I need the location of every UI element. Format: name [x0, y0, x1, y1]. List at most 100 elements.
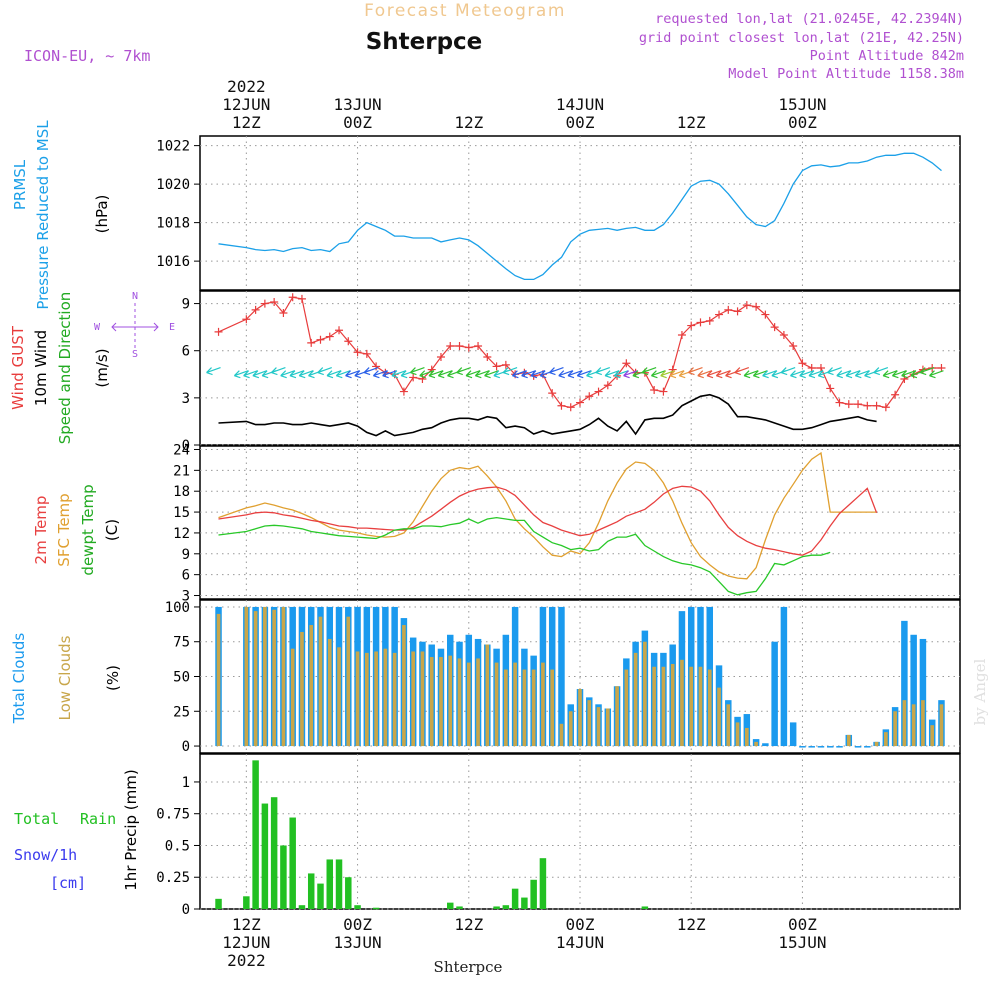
rain-bar — [243, 896, 250, 909]
wind-direction-arrow — [243, 370, 258, 379]
low-cloud-bar — [466, 662, 471, 747]
precip-ytick-label-4: 1 — [182, 775, 190, 791]
top-time-label-1-line2: 13JUN — [333, 95, 381, 114]
wind-direction-arrow — [780, 367, 796, 376]
total-clouds-label: Total Clouds — [10, 633, 28, 725]
footer-location: Shterpce — [434, 958, 503, 976]
total-cloud-bar — [864, 746, 871, 748]
pressure-ytick-label-3: 1022 — [156, 139, 190, 155]
precip-labels: Total Rain Snow/1h [cm] 1hr Precip (mm) — [14, 769, 140, 892]
sfc-temp-line — [218, 451, 877, 580]
low-cloud-bar — [513, 662, 517, 747]
gust-marker — [724, 305, 733, 314]
top-time-label-0-line1: 2022 — [227, 77, 266, 96]
total-cloud-bar — [558, 606, 565, 747]
dewpt-line — [218, 516, 831, 596]
pressure-labels: PRMSL Pressure Reduced to MSL (hPa) — [11, 120, 111, 310]
model-label: ICON-EU, ~ 7km — [24, 47, 150, 65]
gust-marker — [826, 384, 835, 393]
top-time-label-4-line3: 12Z — [677, 113, 706, 132]
pressure-label-1: PRMSL — [11, 159, 29, 210]
low-cloud-bar — [420, 651, 425, 747]
low-cloud-bar — [587, 700, 592, 747]
wind-ytick-label-3: 9 — [182, 297, 190, 313]
wind-direction-arrow — [252, 370, 268, 379]
temperature-labels: 2m Temp SFC Temp dewpt Temp (C) — [32, 484, 121, 575]
wind-direction-arrow — [233, 370, 249, 379]
location-title: Shterpce — [366, 29, 483, 55]
gust-marker — [622, 359, 631, 368]
low-cloud-bar — [541, 662, 545, 747]
bottom-time-label-0-line2: 12JUN — [222, 933, 270, 952]
low-cloud-bar — [707, 669, 712, 747]
low-cloud-bar — [605, 708, 610, 747]
total-cloud-bar — [808, 746, 815, 748]
wind-direction-arrow — [456, 367, 471, 376]
clouds-ytick-label-1: 25 — [173, 704, 190, 720]
wind-direction-arrow — [650, 370, 666, 379]
low-cloud-bar — [884, 732, 888, 747]
gust-marker — [854, 400, 863, 409]
low-cloud-bar — [559, 723, 564, 747]
gust-marker — [844, 400, 853, 409]
rain-bar — [335, 859, 343, 909]
pressure-label-2: Pressure Reduced to MSL — [34, 120, 52, 310]
gust-marker — [492, 362, 501, 371]
wind-direction-arrow — [465, 370, 481, 379]
wind-direction-arrow — [762, 370, 777, 379]
gust-marker — [483, 353, 492, 361]
low-cloud-bar — [318, 616, 323, 747]
top-time-label-3-line2: 14JUN — [556, 95, 604, 114]
low-cloud-bar — [531, 669, 536, 747]
rain-bar — [289, 817, 296, 909]
low-cloud-bar — [893, 711, 897, 747]
gust-marker — [585, 392, 594, 401]
temp-2m-line — [218, 485, 878, 556]
gust-marker — [251, 305, 260, 314]
wind-direction-arrow — [688, 367, 703, 376]
wind-labels: Wind GUST 10m Wind Speed and Direction (… — [9, 291, 175, 444]
gust-marker — [937, 364, 946, 372]
top-time-label-3-line3: 00Z — [566, 113, 595, 132]
gust-marker — [696, 318, 705, 327]
gust-marker — [344, 337, 353, 346]
precip-snow-unit: [cm] — [50, 874, 86, 892]
wind-direction-arrow — [845, 370, 861, 379]
gust-marker — [705, 316, 714, 325]
low-cloud-bar — [735, 722, 740, 747]
temp-2m-label: 2m Temp — [32, 496, 50, 565]
low-cloud-bar — [578, 689, 582, 747]
low-cloud-bar — [504, 669, 508, 747]
low-cloud-bar — [874, 741, 879, 747]
wind-direction-arrow — [882, 370, 898, 379]
wind-direction-arrow — [623, 370, 638, 379]
temp-dewpt-label: dewpt Temp — [79, 484, 97, 575]
wind-direction-arrow — [790, 370, 805, 379]
wind-direction-arrow — [919, 367, 935, 376]
gust-marker — [362, 349, 371, 358]
precip-total-label: Total — [14, 810, 59, 828]
clouds-ytick-label-4: 100 — [165, 600, 190, 616]
pressure-ytick-label-2: 1020 — [156, 177, 190, 193]
low-cloud-bar — [383, 648, 388, 747]
gust-marker — [409, 373, 418, 382]
total-cloud-bar — [901, 620, 908, 747]
wind-direction-arrow — [808, 370, 824, 379]
compass-w: W — [94, 322, 101, 333]
wind-direction-arrow — [363, 367, 379, 376]
low-cloud-bar — [439, 657, 443, 747]
top-time-label-5-line2: 15JUN — [778, 95, 826, 114]
wind-direction-arrow — [929, 370, 944, 379]
wind-10m-label: 10m Wind — [32, 330, 50, 406]
low-cloud-bar — [485, 644, 490, 747]
gust-marker — [464, 343, 473, 352]
gust-marker — [863, 401, 872, 410]
low-cloud-bar — [392, 652, 397, 747]
low-cloud-bar — [550, 669, 555, 747]
gust-marker — [242, 315, 251, 324]
top-time-label-0-line3: 12Z — [232, 113, 261, 132]
gust-marker — [288, 293, 297, 302]
total-cloud-bar — [799, 746, 806, 748]
top-time-label-2-line3: 12Z — [454, 113, 483, 132]
gust-marker — [501, 360, 510, 369]
